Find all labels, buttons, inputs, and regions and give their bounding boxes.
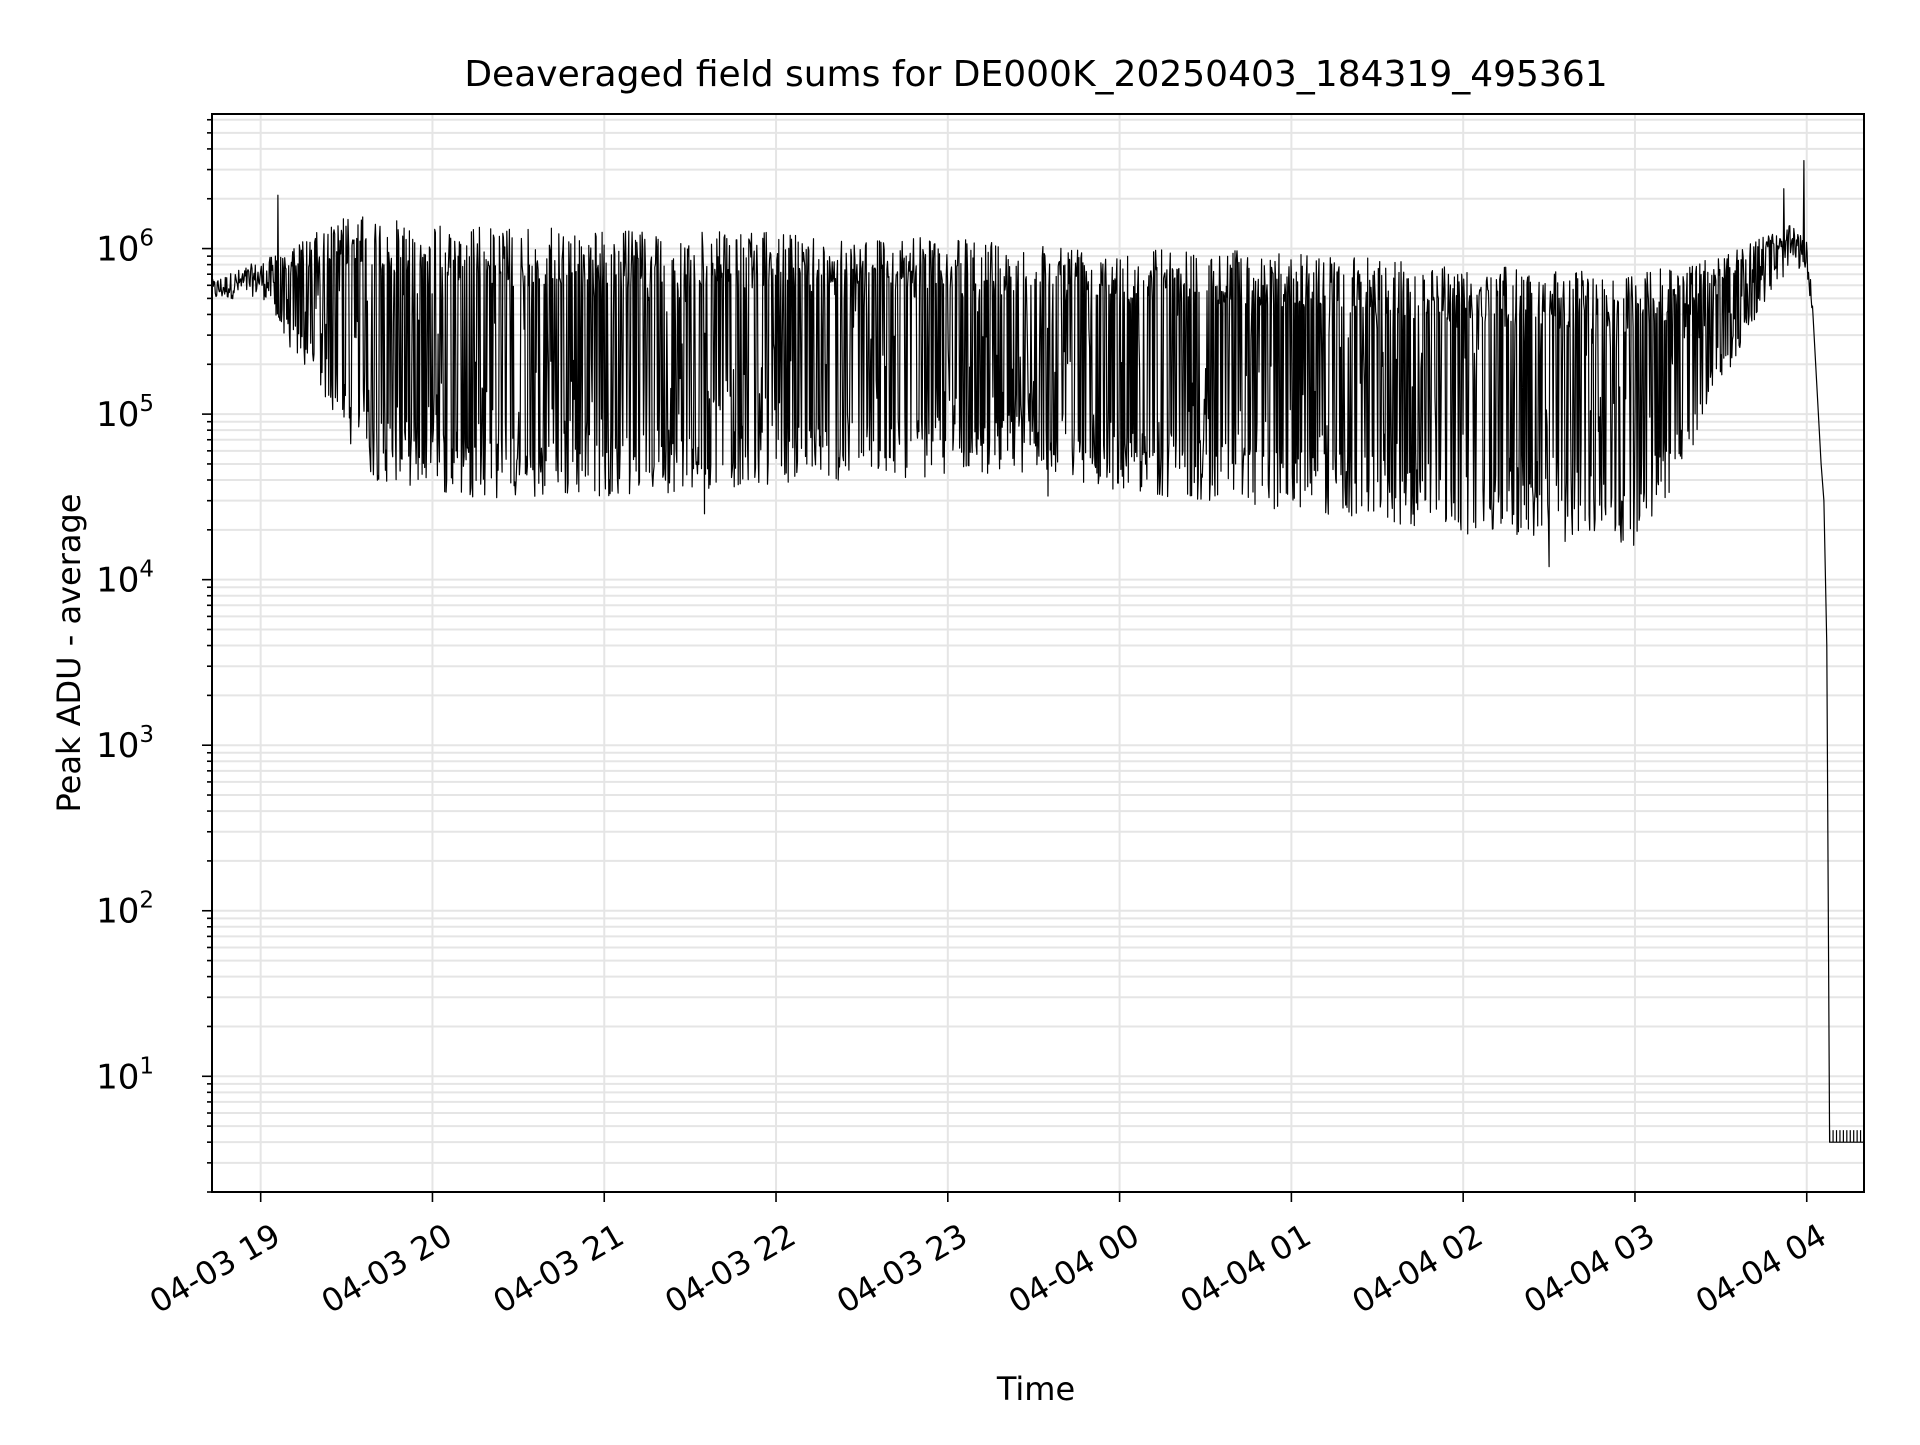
plot-frame [211, 113, 1865, 1193]
y-tick-label: 105 [96, 391, 154, 435]
x-axis-label: Time [996, 1370, 1075, 1408]
series-line [211, 160, 1864, 1143]
y-tick-label: 106 [96, 226, 154, 270]
y-tick-label: 101 [96, 1053, 154, 1097]
y-tick-label: 104 [96, 557, 154, 601]
y-axis-label: Peak ADU - average [50, 494, 88, 813]
chart-title: Deaveraged field sums for DE000K_2025040… [464, 54, 1607, 95]
y-tick-label: 102 [96, 888, 154, 932]
y-tick-label: 103 [96, 722, 154, 766]
